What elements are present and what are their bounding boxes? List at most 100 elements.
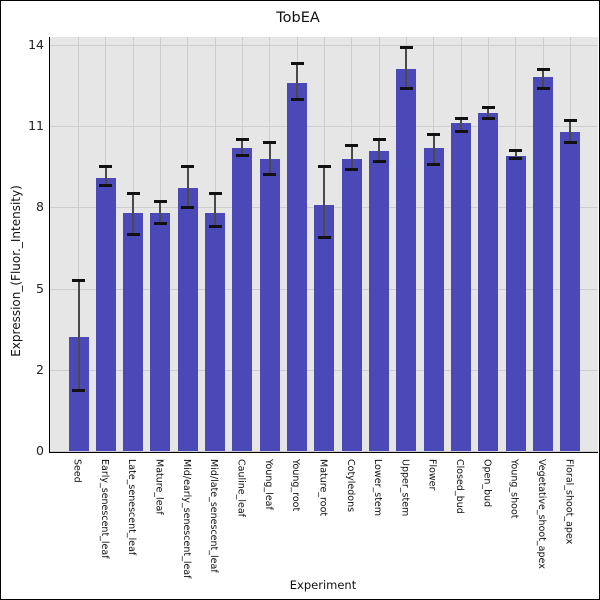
error-bar-cap [536, 86, 550, 90]
bar [314, 204, 335, 451]
error-bar-cap [235, 138, 249, 142]
error-bar-cap [153, 200, 167, 204]
bar [259, 158, 280, 451]
y-tick-label: 5 [36, 280, 44, 296]
x-tick-label: Mid/early_senescent_leaf [180, 459, 192, 579]
error-bar-cap [372, 159, 386, 163]
x-tick-label: Cotyledons [344, 459, 356, 513]
error-bar-stem [77, 280, 80, 391]
error-bar-stem [296, 63, 299, 100]
bar [341, 158, 362, 451]
y-tick-label: 2 [36, 361, 44, 377]
bar [451, 123, 472, 451]
y-tick-label: 14 [28, 37, 44, 52]
error-bar-stem [214, 193, 217, 227]
bar [369, 150, 390, 451]
bar [423, 147, 444, 451]
x-tick-label: Upper_stem [399, 459, 411, 517]
error-bar-cap [290, 62, 304, 66]
x-tick-label: Open_bud [481, 459, 493, 508]
error-bar-cap [99, 165, 113, 169]
error-bar-stem [460, 118, 463, 132]
bar [478, 112, 499, 451]
error-bar-cap [509, 149, 523, 153]
error-bar-cap [345, 143, 359, 147]
x-tick-label: Floral_shoot_apex [563, 459, 575, 545]
x-tick-label: Young_shoot [508, 459, 520, 519]
error-bar-stem [487, 107, 490, 119]
x-tick-label: Late_senescent_leaf [126, 459, 138, 556]
chart-title: TobEA [276, 10, 320, 26]
x-tick-label: Young_root [290, 459, 302, 512]
error-bar-cap [345, 168, 359, 171]
y-tick-label: 8 [36, 199, 44, 215]
error-bar-cap [126, 192, 140, 196]
bar [150, 212, 171, 451]
error-bar-cap [427, 162, 441, 166]
error-bar-cap [454, 116, 468, 120]
x-tick-label: Mature_leaf [153, 459, 165, 515]
x-tick-label: Closed_bud [454, 459, 466, 514]
error-bar-cap [372, 138, 386, 142]
error-bar-cap [509, 157, 523, 161]
error-bar-cap [481, 105, 495, 109]
x-tick-label: Flower [426, 459, 438, 491]
error-bar-stem [405, 47, 408, 89]
error-bar-cap [99, 184, 113, 188]
error-bar-stem [159, 201, 162, 224]
error-bar-cap [208, 192, 222, 196]
x-tick-label: Mid/late_senescent_leaf [208, 459, 220, 573]
x-tick-label: Vegetative_shoot_apex [536, 459, 548, 569]
x-tick-label: Seed [71, 459, 83, 483]
x-axis-label: Experiment [289, 578, 357, 592]
bar [95, 177, 116, 451]
plot-area [49, 37, 598, 453]
error-bar-stem [241, 139, 244, 156]
error-bar-cap [181, 205, 195, 209]
y-gridline [50, 451, 598, 452]
error-bar-cap [153, 222, 167, 226]
bar [205, 212, 226, 451]
error-bar-stem [432, 134, 435, 165]
error-bar-stem [542, 69, 545, 89]
error-bar-cap [126, 232, 140, 236]
error-bar-cap [72, 388, 85, 392]
bar [177, 188, 198, 451]
error-bar-stem [323, 166, 326, 238]
error-bar-cap [208, 224, 222, 228]
error-bar-cap [317, 235, 331, 239]
error-bar-cap [263, 140, 277, 144]
error-bar-cap [263, 173, 277, 177]
error-bar-cap [317, 165, 331, 169]
bar [533, 77, 554, 451]
bar [287, 82, 308, 451]
x-tick-label: Cauline_leaf [235, 459, 247, 518]
error-bar-stem [132, 193, 135, 235]
x-tick-label: Mature_root [317, 459, 329, 517]
error-bar-cap [563, 140, 577, 144]
y-tick-label: 0 [36, 443, 44, 458]
bar [123, 212, 144, 451]
error-bar-cap [181, 165, 195, 169]
bar [396, 69, 417, 451]
error-bar-cap [563, 119, 577, 123]
error-bar-stem [186, 166, 189, 208]
error-bar-cap [72, 278, 85, 282]
bar [68, 337, 89, 451]
error-bar-stem [569, 120, 572, 143]
error-bar-cap [290, 97, 304, 101]
error-bar-cap [536, 67, 550, 71]
error-bar-cap [481, 116, 495, 120]
error-bar-stem [268, 142, 271, 175]
x-tick-label: Young_leaf [262, 459, 274, 510]
x-tick-label: Lower_stem [372, 459, 384, 516]
y-tick-label: 11 [28, 118, 44, 134]
error-bar-stem [104, 166, 107, 186]
bar [505, 155, 526, 451]
error-bar-stem [350, 145, 353, 170]
error-bar-cap [399, 46, 413, 50]
error-bar-cap [427, 132, 441, 136]
x-gridline [78, 37, 79, 451]
error-bar-cap [454, 130, 468, 134]
